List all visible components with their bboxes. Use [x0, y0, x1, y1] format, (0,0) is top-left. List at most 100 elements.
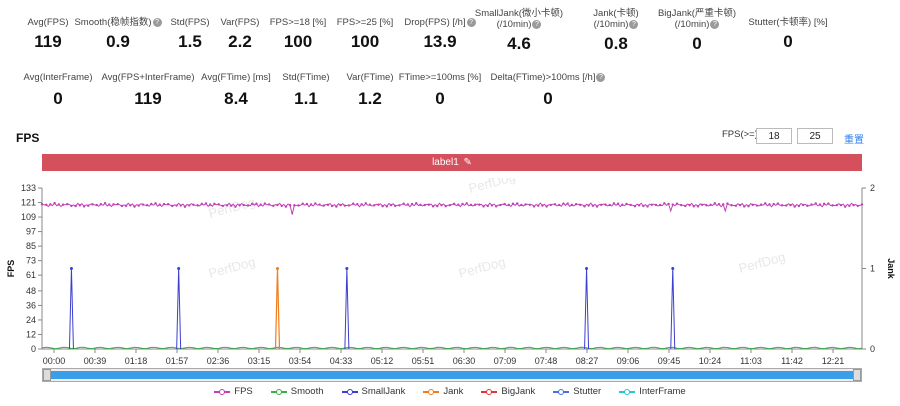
- y-right-tick-label: 0: [870, 344, 875, 354]
- fps-point: [860, 203, 864, 206]
- fps-point: [419, 203, 422, 207]
- fps-point: [330, 204, 334, 208]
- fps-point: [171, 204, 174, 208]
- legend-item-smalljank[interactable]: SmallJank: [341, 386, 405, 397]
- fps-point: [797, 204, 801, 208]
- stat-label: Std(FPS): [170, 17, 210, 28]
- stat-value: 0: [53, 89, 63, 108]
- slider-range-fill[interactable]: [51, 371, 853, 379]
- x-tick-label: 00:00: [43, 356, 66, 366]
- time-range-slider[interactable]: [42, 368, 862, 382]
- legend-item-jank[interactable]: Jank: [423, 386, 463, 397]
- fps-point: [53, 201, 56, 205]
- fps-threshold-input-1[interactable]: [756, 128, 792, 144]
- help-icon[interactable]: ?: [596, 72, 606, 82]
- label-bar[interactable]: label1 ✎: [42, 154, 862, 171]
- fps-point: [288, 204, 292, 207]
- fps-point: [717, 202, 721, 206]
- fps-point: [335, 205, 338, 208]
- x-tick-label: 05:51: [412, 356, 435, 366]
- x-tick-label: 07:48: [535, 356, 558, 366]
- legend-label: FPS: [234, 386, 253, 397]
- fps-point: [490, 204, 494, 207]
- fps-point: [293, 204, 296, 207]
- legend-marker-icon: [423, 388, 440, 396]
- fps-point: [583, 205, 586, 208]
- fps-section-title: FPS: [16, 131, 40, 145]
- chart-legend: FPS Smooth SmallJank Jank BigJank Stutter Inte…: [0, 386, 900, 397]
- legend-item-stutter[interactable]: Stutter: [553, 386, 601, 397]
- fps-point: [347, 204, 351, 207]
- fps-point: [423, 203, 426, 207]
- small-jank-spike: [584, 268, 590, 350]
- reset-button[interactable]: 重置: [844, 135, 864, 146]
- fps-point: [772, 202, 775, 206]
- x-tick-label: 11:03: [740, 356, 762, 366]
- fps-point: [558, 203, 561, 207]
- x-tick-label: 08:27: [576, 356, 599, 366]
- legend-marker-icon: [214, 388, 231, 396]
- x-tick-label: 03:54: [289, 356, 312, 366]
- fps-point: [595, 205, 599, 208]
- fps-point: [166, 203, 170, 206]
- stat-label: SmallJank(微小卡顿): [474, 8, 564, 19]
- stat-avg-fps: Avg(FPS) 119: [0, 17, 108, 52]
- fps-point: [856, 204, 859, 208]
- fps-point: [658, 203, 662, 207]
- fps-threshold-input-2[interactable]: [797, 128, 833, 144]
- legend-item-fps[interactable]: FPS: [214, 386, 253, 397]
- fps-point: [234, 205, 237, 208]
- stat-label: Stutter(卡顿率) [%]: [748, 17, 828, 28]
- fps-point: [780, 204, 784, 207]
- stat-value: 0.9: [106, 32, 130, 51]
- fps-point: [591, 204, 595, 208]
- legend-marker-icon: [481, 388, 498, 396]
- watermark-text: PerfDog: [207, 254, 257, 281]
- fps-point: [848, 204, 851, 208]
- legend-item-smooth[interactable]: Smooth: [270, 386, 324, 397]
- fps-point: [452, 202, 456, 206]
- x-tick-label: 04:33: [330, 356, 353, 366]
- legend-item-interframe[interactable]: InterFrame: [619, 386, 686, 397]
- fps-point: [192, 203, 195, 206]
- stat-value: 13.9: [423, 32, 457, 51]
- fps-point: [150, 202, 153, 206]
- help-icon[interactable]: ?: [710, 19, 720, 29]
- fps-point: [679, 203, 683, 207]
- fps-point: [486, 204, 489, 208]
- fps-point: [835, 203, 838, 207]
- fps-point: [364, 202, 367, 205]
- edit-pencil-icon[interactable]: ✎: [463, 157, 472, 168]
- watermark-text: PerfDog: [207, 194, 257, 221]
- stat-value: 0: [435, 89, 445, 108]
- fps-point: [415, 202, 418, 205]
- fps-point: [789, 203, 792, 207]
- stat-label: Jank(卡顿): [593, 8, 639, 19]
- help-icon[interactable]: ?: [466, 17, 476, 27]
- stat-var-ftime: Var(FTime) 1.2: [310, 72, 430, 109]
- fps-point: [297, 204, 300, 207]
- stat-fps-25: FPS>=25 [%] 100: [305, 17, 425, 52]
- small-jank-spike: [176, 268, 182, 350]
- jank-spike: [274, 268, 281, 350]
- fps-point: [95, 203, 98, 207]
- stat-value: 119: [34, 32, 62, 51]
- help-icon[interactable]: ?: [532, 19, 542, 29]
- fps-point: [108, 203, 111, 206]
- fps-point: [259, 203, 262, 206]
- legend-label: Jank: [443, 386, 464, 397]
- fps-point: [747, 205, 750, 208]
- fps-point: [196, 204, 199, 207]
- slider-handle-left[interactable]: [43, 369, 51, 381]
- fps-point: [629, 203, 632, 207]
- fps-point: [57, 203, 61, 206]
- fps-point: [444, 204, 447, 208]
- fps-point: [305, 202, 309, 206]
- legend-item-bigjank[interactable]: BigJank: [481, 386, 535, 397]
- help-icon[interactable]: ?: [629, 19, 639, 29]
- help-icon[interactable]: ?: [152, 17, 162, 27]
- fps-point: [179, 204, 182, 207]
- slider-handle-right[interactable]: [853, 369, 861, 381]
- fps-point: [705, 204, 708, 207]
